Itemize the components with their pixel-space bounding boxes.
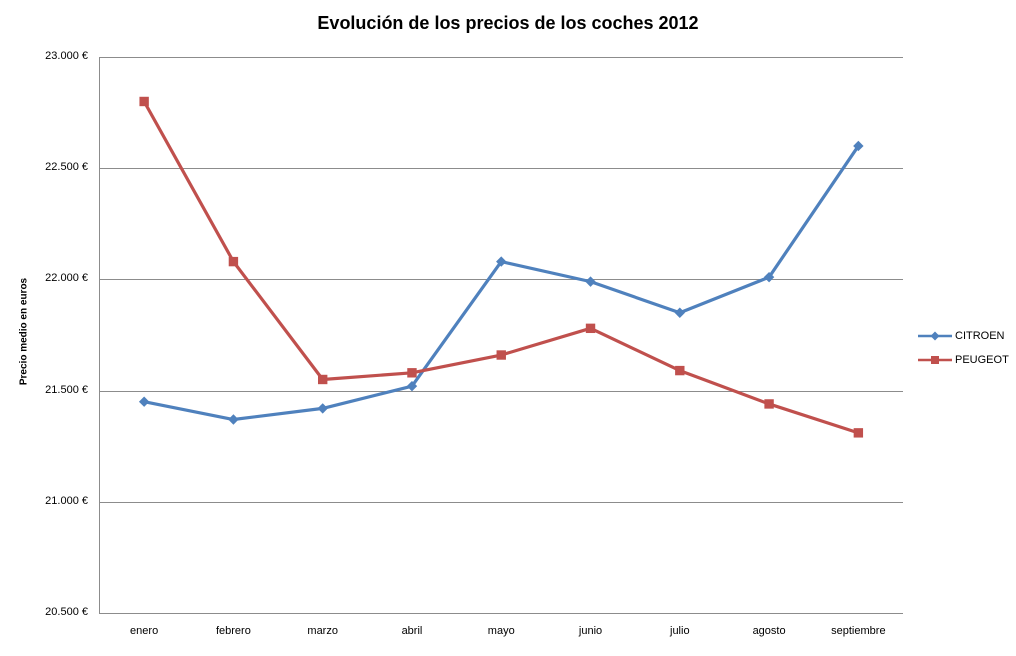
series-line-peugeot: [142, 99, 860, 435]
diamond-marker-citroen: [317, 403, 328, 414]
square-marker-peugeot: [764, 399, 774, 409]
diamond-marker-citroen: [585, 276, 596, 287]
legend-item-citroen: CITROEN: [918, 326, 1009, 346]
chart-title: Evolución de los precios de los coches 2…: [317, 13, 699, 33]
y-tick-label: 22.500 €: [45, 161, 88, 174]
x-tick-label: abril: [401, 625, 423, 637]
diamond-legend-marker-icon: [918, 331, 952, 341]
square-legend-marker-icon: [918, 356, 952, 364]
diamond-marker-citroen: [138, 396, 150, 407]
x-tick-label: julio: [670, 625, 690, 637]
x-tick-label: junio: [578, 625, 603, 637]
square-marker-peugeot: [675, 365, 685, 376]
x-tick-label: mayo: [487, 625, 515, 637]
x-tick-label: agosto: [752, 625, 786, 637]
square-marker-peugeot: [317, 374, 328, 385]
diamond-marker-citroen: [406, 380, 418, 392]
x-tick-label: septiembre: [831, 625, 886, 637]
x-tick-label: enero: [130, 625, 159, 637]
y-tick-label: 22.000 €: [45, 272, 88, 285]
axis-lines: [99, 57, 903, 614]
square-marker-peugeot: [139, 96, 149, 107]
legend: CITROEN PEUGEOT: [918, 326, 1009, 370]
square-marker-peugeot: [496, 350, 506, 360]
diamond-marker-citroen: [763, 271, 775, 283]
legend-label: CITROEN: [955, 330, 1005, 342]
x-tick-label: marzo: [307, 625, 338, 637]
diamond-marker-citroen: [674, 307, 686, 318]
diamond-marker-citroen: [228, 414, 239, 425]
square-marker-peugeot: [585, 323, 596, 334]
x-tick-label: febrero: [215, 625, 251, 637]
square-marker-peugeot: [407, 368, 417, 378]
square-marker-peugeot: [853, 428, 864, 438]
y-tick-label: 21.500 €: [45, 383, 88, 396]
diamond-marker-citroen: [853, 140, 864, 152]
legend-item-peugeot: PEUGEOT: [918, 350, 1009, 370]
square-marker-peugeot: [228, 256, 239, 267]
diamond-marker-citroen: [496, 256, 507, 267]
y-tick-label: 23.000 €: [45, 50, 88, 62]
y-tick-label: 20.500 €: [45, 606, 88, 618]
y-tick-label: 21.000 €: [45, 494, 88, 507]
legend-label: PEUGEOT: [955, 354, 1009, 366]
